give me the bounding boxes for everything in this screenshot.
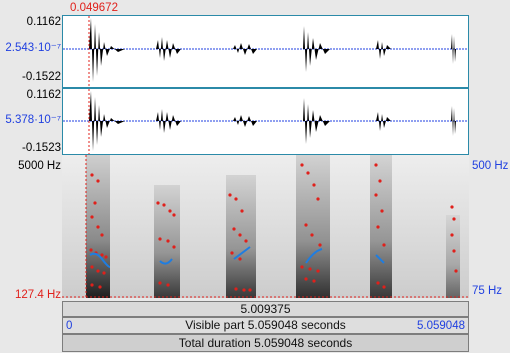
channel1-min-label: -0.1522	[22, 71, 61, 83]
visible-part-label: Visible part 5.059048 seconds	[185, 318, 346, 332]
visible-end-label: 5.059048	[417, 319, 465, 334]
frequency-cursor-label: 127.4 Hz	[15, 289, 61, 301]
channel2-min-label: -0.1523	[22, 142, 61, 154]
waveform-trace	[89, 18, 456, 82]
selection-duration-label: 5.009375	[240, 302, 290, 316]
waveform-channel-1[interactable]	[62, 15, 469, 88]
total-duration-bar[interactable]: Total duration 5.059048 seconds	[62, 334, 469, 352]
cursor-time-label: 0.049672	[70, 2, 118, 14]
visible-start-label: 0	[66, 319, 72, 334]
visible-part-bar[interactable]: 0 Visible part 5.059048 seconds 5.059048	[62, 317, 469, 334]
spectrogram-panel[interactable]	[62, 155, 469, 298]
spectrogram-background	[62, 155, 469, 298]
total-duration-label: Total duration 5.059048 seconds	[179, 336, 352, 350]
waveform-channel-2[interactable]	[62, 88, 469, 155]
pitch-min-label: 75 Hz	[472, 285, 502, 297]
selection-duration-bar[interactable]: 5.009375	[62, 301, 469, 317]
channel2-max-label: 0.1162	[27, 89, 61, 101]
channel2-cursor-value: 5.378·10⁻⁷	[5, 112, 61, 126]
channel1-max-label: 0.1162	[27, 16, 61, 28]
frequency-max-label: 5000 Hz	[18, 160, 61, 172]
pitch-max-label: 500 Hz	[472, 160, 508, 172]
channel1-cursor-value: 2.543·10⁻⁷	[5, 40, 61, 54]
